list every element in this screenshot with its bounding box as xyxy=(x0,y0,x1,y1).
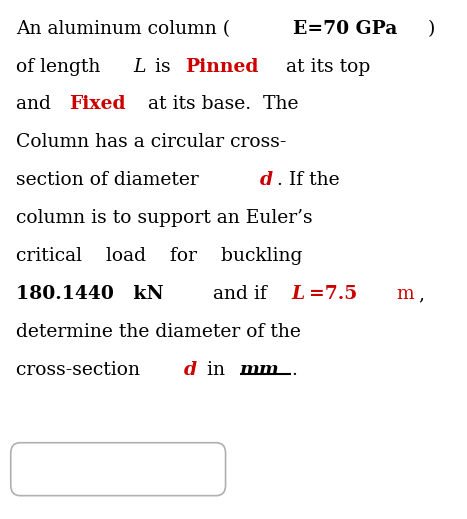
Text: ): ) xyxy=(427,20,434,38)
Text: Pinned: Pinned xyxy=(185,58,258,76)
Text: m: m xyxy=(396,285,414,303)
Text: . If the: . If the xyxy=(277,171,340,189)
Text: L: L xyxy=(133,58,145,76)
Text: mm: mm xyxy=(240,361,279,379)
Text: .: . xyxy=(291,361,297,379)
Text: L: L xyxy=(292,285,305,303)
Text: section of diameter: section of diameter xyxy=(16,171,205,189)
Text: and: and xyxy=(16,95,57,114)
Text: 180.1440   kN: 180.1440 kN xyxy=(16,285,164,303)
Text: An aluminum column (: An aluminum column ( xyxy=(16,20,231,38)
Text: d: d xyxy=(260,171,273,189)
Text: ,: , xyxy=(419,285,425,303)
Text: critical    load    for    buckling: critical load for buckling xyxy=(16,247,303,265)
Text: in: in xyxy=(201,361,231,379)
Text: =7.5: =7.5 xyxy=(309,285,376,303)
Text: Fixed: Fixed xyxy=(69,95,126,114)
Text: of length: of length xyxy=(16,58,107,76)
Text: is: is xyxy=(149,58,177,76)
Text: and if: and if xyxy=(207,285,273,303)
Text: at its top: at its top xyxy=(280,58,370,76)
Text: E=70 GPa: E=70 GPa xyxy=(293,20,397,38)
Text: d: d xyxy=(184,361,197,379)
Text: at its base.  The: at its base. The xyxy=(142,95,299,114)
FancyBboxPatch shape xyxy=(11,443,226,496)
Text: cross-section: cross-section xyxy=(16,361,146,379)
Text: determine the diameter of the: determine the diameter of the xyxy=(16,323,301,341)
Text: column is to support an Euler’s: column is to support an Euler’s xyxy=(16,209,313,227)
Text: Column has a circular cross-: Column has a circular cross- xyxy=(16,133,287,152)
